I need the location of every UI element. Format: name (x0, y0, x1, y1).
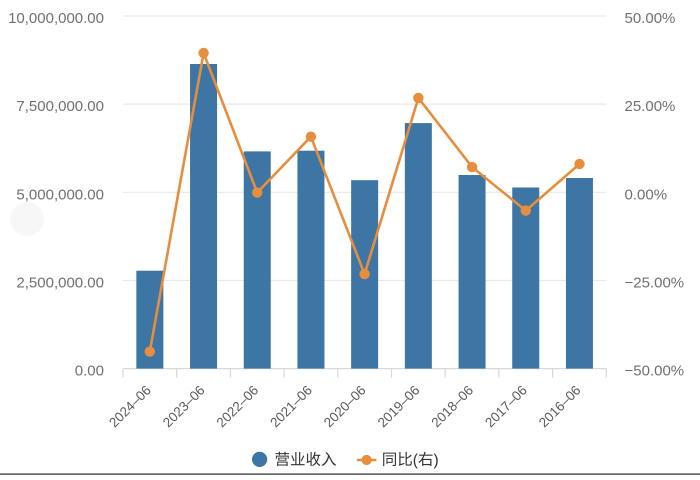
svg-text:0.00%: 0.00% (625, 186, 668, 203)
svg-text:10,000,000.00: 10,000,000.00 (8, 10, 104, 27)
svg-text:−25.00%: −25.00% (625, 274, 685, 291)
svg-text:−50.00%: −50.00% (625, 363, 685, 380)
svg-text:(: ( (413, 452, 419, 469)
svg-text:50.00%: 50.00% (625, 10, 676, 27)
svg-text:2,500,000.00: 2,500,000.00 (16, 274, 104, 291)
svg-text:0.00: 0.00 (75, 363, 104, 380)
svg-text:5,000,000.00: 5,000,000.00 (16, 186, 104, 203)
svg-text:7,500,000.00: 7,500,000.00 (16, 98, 104, 115)
svg-text:25.00%: 25.00% (625, 98, 676, 115)
svg-text:): ) (434, 452, 439, 469)
